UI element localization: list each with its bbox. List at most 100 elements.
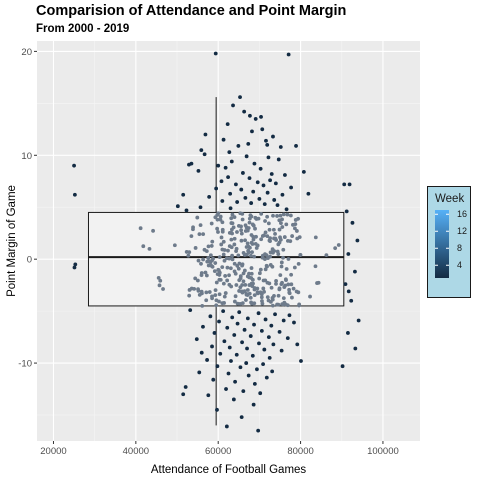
data-point (246, 244, 251, 249)
data-point (251, 234, 256, 239)
data-point (246, 373, 251, 378)
data-point (161, 287, 165, 291)
data-point (287, 313, 292, 318)
data-point (280, 217, 284, 222)
legend-tick-label: 16 (457, 209, 468, 220)
data-point (234, 283, 239, 287)
data-point (209, 221, 214, 226)
data-point (226, 371, 231, 376)
data-point (313, 264, 318, 269)
data-point (284, 222, 289, 227)
data-point (225, 265, 230, 270)
data-point (247, 283, 252, 287)
data-point (274, 278, 278, 283)
data-point (240, 211, 245, 216)
data-point (72, 265, 77, 270)
data-point (349, 298, 354, 303)
data-point (280, 225, 285, 229)
data-point (245, 288, 250, 292)
data-point (297, 235, 302, 240)
data-point (260, 234, 265, 238)
data-point (229, 359, 233, 363)
x-tick-label: 60000 (205, 446, 231, 457)
legend-tick-label: 4 (457, 260, 463, 271)
data-point (213, 215, 218, 220)
data-point (356, 318, 361, 323)
data-point (248, 295, 253, 300)
data-point (213, 293, 218, 298)
data-point (203, 132, 208, 137)
data-point (271, 213, 275, 218)
data-point (353, 346, 358, 351)
data-point (276, 293, 281, 298)
data-point (197, 370, 202, 375)
data-point (273, 312, 277, 317)
data-point (276, 157, 281, 162)
data-point (261, 183, 266, 188)
data-point (265, 234, 270, 239)
data-point (188, 308, 193, 312)
data-point (215, 407, 219, 412)
data-point (239, 228, 244, 233)
data-point (210, 239, 215, 244)
data-point (253, 215, 258, 220)
data-point (275, 203, 280, 208)
data-point (236, 144, 241, 148)
data-point (279, 260, 284, 265)
data-point (289, 282, 294, 287)
data-point (287, 291, 292, 296)
data-point (279, 221, 283, 225)
data-point (277, 227, 282, 232)
data-point (223, 165, 228, 170)
data-point (241, 389, 246, 394)
data-point (186, 253, 191, 258)
data-point (271, 342, 276, 347)
data-point (219, 242, 224, 247)
data-point (260, 127, 265, 132)
data-point (268, 178, 272, 183)
data-point (238, 365, 243, 370)
data-point (333, 246, 338, 251)
data-point (252, 381, 257, 386)
data-point (192, 286, 197, 291)
data-point (204, 298, 209, 303)
data-point (220, 265, 225, 270)
data-point (217, 319, 221, 324)
data-point (212, 331, 217, 335)
data-point (267, 238, 272, 243)
data-point (252, 286, 257, 290)
data-point (285, 238, 290, 243)
data-point (205, 358, 209, 362)
data-point (230, 212, 235, 217)
legend: Week 4 8 12 16 (427, 186, 471, 298)
data-point (291, 222, 295, 227)
data-point (203, 270, 208, 275)
data-point (230, 257, 235, 262)
data-point (235, 301, 240, 306)
data-point (157, 283, 162, 288)
data-point (199, 289, 204, 294)
data-point (265, 264, 269, 269)
data-point (236, 223, 241, 228)
data-point (196, 168, 201, 173)
data-point (252, 293, 257, 298)
data-point (232, 333, 237, 337)
data-point (241, 171, 245, 175)
data-point (249, 266, 254, 270)
data-point (288, 213, 293, 218)
data-point (274, 238, 278, 242)
data-point (340, 364, 345, 369)
x-tick-label: 40000 (123, 446, 149, 457)
data-point (197, 292, 202, 297)
data-point (278, 273, 283, 278)
data-point (266, 256, 270, 260)
data-point (222, 258, 227, 263)
data-point (194, 337, 199, 342)
data-point (243, 195, 248, 200)
data-point (272, 198, 277, 202)
data-point (209, 244, 214, 248)
data-point (355, 238, 360, 243)
data-point (207, 290, 212, 294)
data-point (279, 264, 284, 269)
legend-colorbar (435, 210, 449, 278)
